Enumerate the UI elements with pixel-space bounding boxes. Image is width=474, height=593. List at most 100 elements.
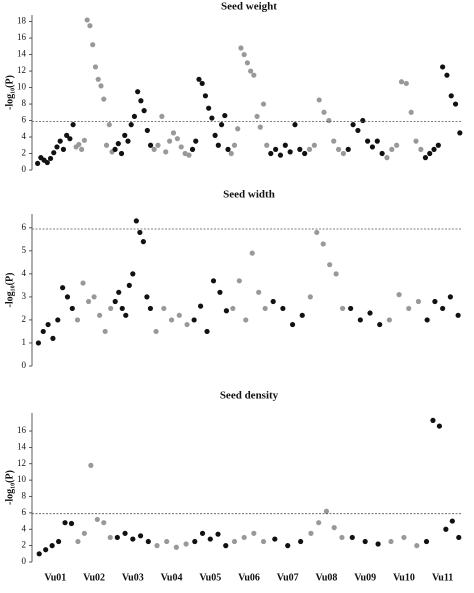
snp-point	[251, 72, 257, 78]
snp-point	[432, 298, 438, 305]
snp-point	[131, 113, 138, 120]
y-tick-label: 6	[22, 115, 27, 125]
snp-point	[327, 262, 333, 268]
snp-point	[204, 328, 210, 335]
snp-point	[126, 282, 132, 288]
snp-point	[260, 538, 267, 545]
snp-point	[384, 155, 390, 161]
snp-point	[60, 146, 67, 152]
snp-point	[314, 229, 320, 236]
snp-point	[103, 142, 110, 148]
y-tick-label: 16	[17, 32, 27, 42]
y-tick-label: 1	[22, 337, 27, 347]
snp-point	[184, 321, 190, 328]
snp-point	[289, 321, 296, 328]
snp-point	[302, 150, 308, 157]
y-tick-label: 12	[17, 458, 26, 468]
snp-point	[35, 160, 41, 167]
snp-point	[35, 340, 42, 346]
snp-point	[273, 146, 279, 152]
snp-point	[282, 142, 288, 148]
snp-point	[75, 538, 81, 545]
snp-point	[147, 142, 154, 148]
snp-point	[362, 538, 368, 545]
snp-point	[115, 141, 121, 147]
snp-point	[280, 305, 286, 312]
snp-point	[79, 146, 85, 152]
snp-point	[55, 317, 61, 323]
snp-point	[183, 541, 189, 547]
snp-point	[88, 462, 94, 468]
snp-point	[141, 108, 147, 114]
snp-point	[321, 109, 327, 115]
x-tick-label: Vu09	[354, 572, 376, 583]
snp-point	[236, 278, 242, 284]
snp-point	[199, 530, 206, 536]
snp-point	[76, 141, 82, 148]
y-tick-label: 8	[22, 491, 27, 501]
snp-point	[107, 534, 113, 541]
snp-point	[154, 543, 160, 549]
snp-point	[106, 122, 112, 128]
snp-point	[333, 271, 339, 277]
snp-point	[316, 520, 322, 526]
snp-point	[173, 544, 179, 550]
snp-point	[108, 305, 114, 312]
panel-title: Seed weight	[221, 1, 277, 13]
snp-point	[444, 72, 450, 78]
y-tick-label: 8	[22, 98, 27, 108]
snp-point	[159, 113, 165, 120]
snp-point	[209, 115, 215, 121]
snp-point	[339, 305, 346, 312]
snp-point	[199, 80, 205, 87]
snp-point	[369, 144, 376, 150]
x-tick-label: Vu03	[122, 572, 144, 583]
snp-point	[326, 117, 332, 124]
snp-point	[202, 93, 209, 99]
snp-point	[44, 159, 50, 166]
snp-point	[189, 146, 196, 152]
y-tick-label: 4	[22, 268, 27, 278]
snp-point	[414, 543, 420, 549]
snp-point	[256, 289, 262, 295]
snp-point	[43, 547, 49, 553]
y-tick-label: 12	[17, 65, 26, 75]
snp-point	[116, 289, 122, 295]
snp-point	[206, 105, 212, 111]
snp-point	[84, 17, 90, 23]
snp-point	[238, 45, 244, 51]
snp-point	[357, 317, 363, 323]
snp-point	[196, 76, 202, 82]
snp-point	[170, 130, 177, 136]
snp-point	[225, 146, 231, 152]
snp-point	[55, 538, 62, 545]
y-axis-label: -log₁₀(P)	[4, 75, 15, 110]
snp-point	[427, 150, 433, 157]
snp-point	[60, 285, 66, 291]
snp-point	[68, 520, 75, 527]
snp-point	[125, 138, 131, 144]
snp-point	[215, 531, 221, 537]
snp-point	[418, 146, 424, 152]
panel-title: Seed width	[223, 189, 275, 201]
snp-point	[161, 305, 167, 312]
y-tick-label: 2	[22, 148, 27, 158]
snp-point	[193, 138, 199, 144]
snp-point	[355, 127, 361, 134]
y-tick-label: 14	[17, 441, 27, 451]
snp-point	[151, 146, 157, 152]
snp-point	[174, 136, 180, 142]
panel-title: Seed density	[220, 390, 279, 402]
snp-point	[415, 298, 422, 305]
snp-point	[101, 520, 107, 526]
snp-point	[396, 292, 402, 298]
snp-point	[223, 308, 230, 314]
y-tick-label: 4	[22, 131, 27, 141]
snp-point	[80, 280, 86, 286]
snp-point	[144, 294, 150, 300]
x-tick-label: Vu06	[238, 572, 260, 583]
snp-point	[423, 538, 430, 545]
snp-point	[374, 138, 380, 144]
snp-point	[122, 530, 128, 536]
